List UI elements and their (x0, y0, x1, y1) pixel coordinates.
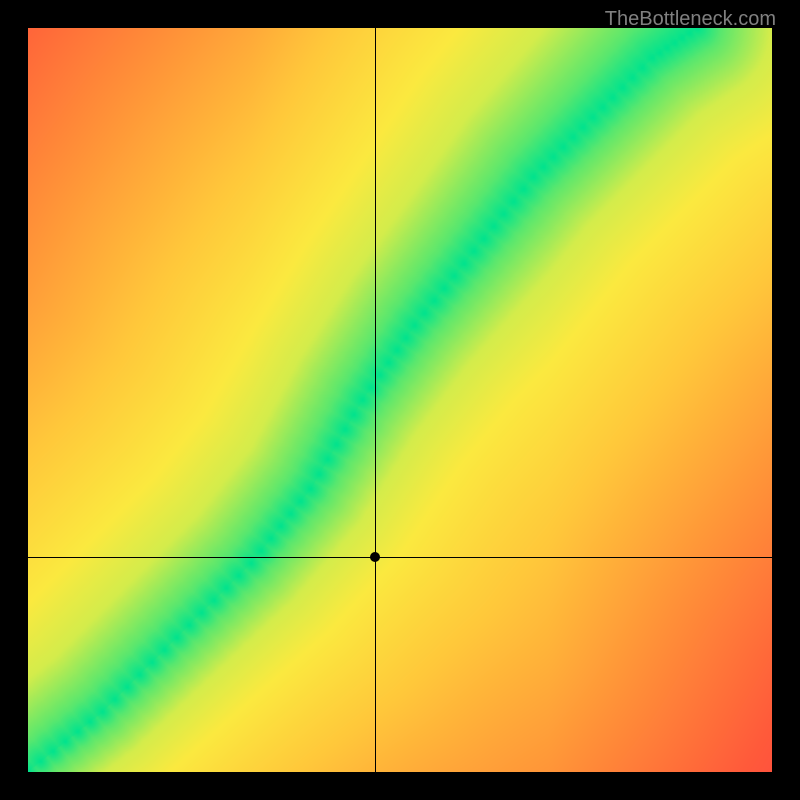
crosshair-horizontal (28, 557, 772, 558)
marker-dot (370, 552, 380, 562)
heatmap-canvas (28, 28, 772, 772)
crosshair-vertical (375, 28, 376, 772)
watermark-text: TheBottleneck.com (605, 8, 776, 31)
chart-container: TheBottleneck.com (0, 0, 800, 800)
plot-area (28, 28, 772, 772)
